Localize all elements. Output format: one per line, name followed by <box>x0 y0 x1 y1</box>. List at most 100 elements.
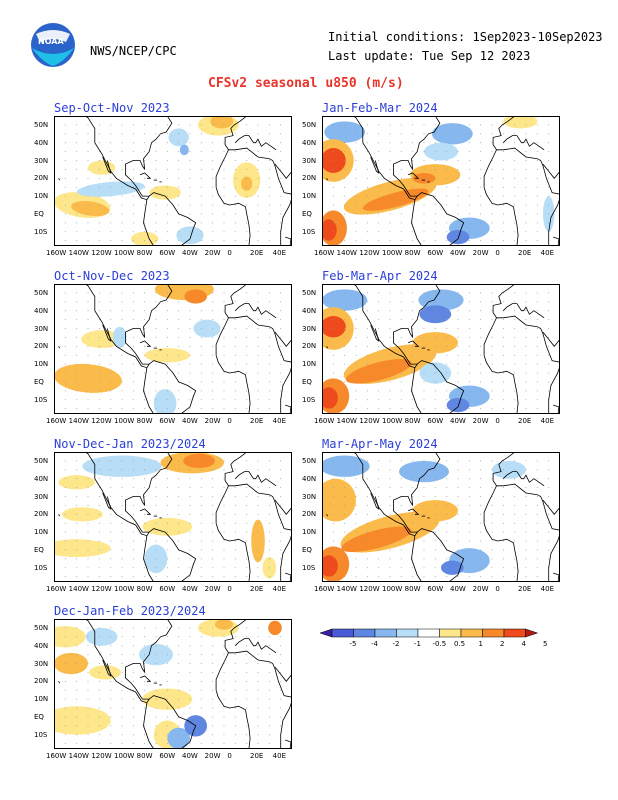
longitude-label: 20E <box>518 585 532 593</box>
coastline <box>285 404 292 414</box>
longitude-label: 160W <box>314 417 335 425</box>
coastline <box>143 528 197 582</box>
coastline <box>215 452 247 524</box>
latitude-label: EQ <box>34 545 44 554</box>
panel-title: Dec-Jan-Feb 2023/2024 <box>54 604 206 618</box>
easterly-anomaly <box>492 460 526 479</box>
longitude-label: 20E <box>518 249 532 257</box>
coastline <box>58 681 61 684</box>
longitude-label: 100W <box>382 249 403 257</box>
westerly-anomaly <box>322 478 356 522</box>
coastline <box>483 284 515 356</box>
coastline <box>139 172 152 179</box>
noaa-logo: NOAA <box>30 22 76 68</box>
longitude-label: 40W <box>450 249 466 257</box>
longitude-label: 160W <box>46 752 67 760</box>
coastline <box>496 147 560 246</box>
latitude-label: 50N <box>302 120 317 129</box>
latitude-label: 20N <box>34 677 49 686</box>
colorbar-max-arrow <box>525 628 539 638</box>
latitude-label: 10S <box>302 395 316 404</box>
latitude-label: EQ <box>302 377 312 386</box>
longitude-label: 0 <box>227 752 232 760</box>
longitude-label: 80W <box>404 417 421 425</box>
coastline <box>102 324 112 343</box>
anomaly-map <box>54 284 292 414</box>
panel-title: Jan-Feb-Mar 2024 <box>322 101 438 115</box>
longitude-label: 40W <box>182 249 198 257</box>
coastline <box>143 695 197 749</box>
longitude-label: 0 <box>227 585 232 593</box>
coastline <box>503 303 545 319</box>
longitude-label: 160W <box>314 249 335 257</box>
easterly-anomaly <box>85 627 118 646</box>
coastline <box>407 172 420 179</box>
longitude-label: 100W <box>382 585 403 593</box>
latitude-label: 40N <box>34 306 49 315</box>
coastline <box>139 508 152 515</box>
easterly-anomaly <box>419 305 452 324</box>
coastline <box>228 483 292 582</box>
latitude-label: 20N <box>34 510 49 519</box>
coastline <box>326 178 329 181</box>
anomaly-map <box>54 116 292 246</box>
latitude-label: 30N <box>302 324 317 333</box>
coastline <box>411 528 465 582</box>
longitude-label: 140W <box>68 752 89 760</box>
coastline <box>483 452 515 524</box>
coastline <box>542 328 560 347</box>
longitude-label: 100W <box>114 249 135 257</box>
map-panel <box>322 284 560 414</box>
latitude-label: 10S <box>302 227 316 236</box>
westerly-anomaly <box>503 116 538 129</box>
longitude-label: 20W <box>472 417 489 425</box>
latitude-label: 20N <box>34 174 49 183</box>
coastline <box>407 340 420 347</box>
westerly-anomaly <box>142 517 193 536</box>
easterly-anomaly <box>322 455 370 477</box>
coastline <box>228 650 292 749</box>
westerly-anomaly <box>362 188 429 211</box>
westerly-anomaly <box>184 289 208 304</box>
easterly-anomaly <box>168 128 189 147</box>
longitude-label: 80W <box>136 417 153 425</box>
anomaly-map <box>322 284 560 414</box>
westerly-anomaly <box>61 507 103 522</box>
longitude-label: 20E <box>518 417 532 425</box>
westerly-anomaly <box>241 176 253 191</box>
colorbar: -5 -4 -2 -1 -0.5 0.5 1 2 4 5 <box>319 626 572 656</box>
latitude-label: 30N <box>34 156 49 165</box>
map-panel <box>322 116 560 246</box>
latitude-label: 30N <box>302 492 317 501</box>
anomaly-map <box>322 452 560 582</box>
latitude-label: 50N <box>302 288 317 297</box>
westerly-anomaly <box>322 555 338 577</box>
colorbar-swatch <box>396 628 419 638</box>
coastline <box>143 192 197 246</box>
latitude-label: 10S <box>302 563 316 572</box>
panel-title: Sep-Oct-Nov 2023 <box>54 101 170 115</box>
latitude-label: 30N <box>34 659 49 668</box>
map-panel <box>322 452 560 582</box>
colorbar-min-arrow <box>319 628 333 638</box>
coastline <box>503 135 545 151</box>
longitude-label: 60W <box>427 585 444 593</box>
panel-title: Nov-Dec-Jan 2023/2024 <box>54 437 206 451</box>
coastline <box>322 116 441 201</box>
longitude-label: 120W <box>91 585 112 593</box>
westerly-anomaly <box>81 330 122 349</box>
coastline <box>285 236 292 246</box>
westerly-anomaly <box>89 665 121 680</box>
colorbar-label: -4 <box>371 640 378 648</box>
westerly-anomaly <box>149 185 181 200</box>
colorbar-label: -1 <box>414 640 421 648</box>
coastline <box>274 160 292 179</box>
latitude-label: 40N <box>34 641 49 650</box>
westerly-anomaly <box>412 332 458 354</box>
longitude-label: 40E <box>272 585 286 593</box>
longitude-label: 120W <box>91 417 112 425</box>
longitude-label: 20E <box>250 752 264 760</box>
longitude-label: 120W <box>359 249 380 257</box>
longitude-label: 20E <box>250 585 264 593</box>
coastline <box>215 523 251 582</box>
